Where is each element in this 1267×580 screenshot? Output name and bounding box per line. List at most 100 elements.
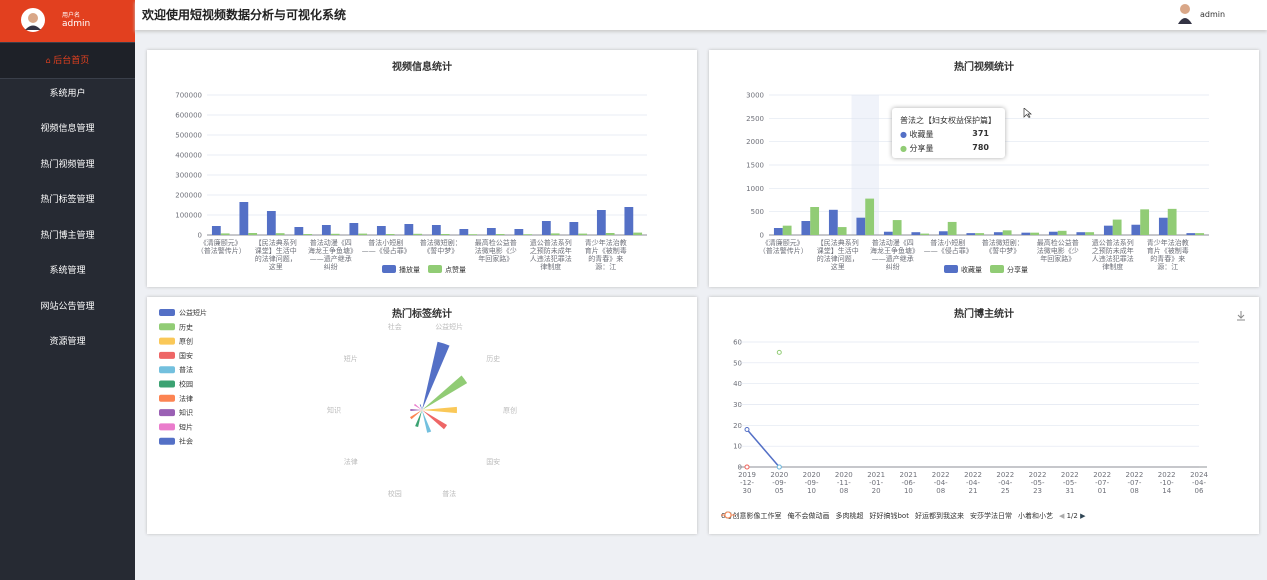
bar [1030, 232, 1040, 235]
bar [321, 225, 331, 235]
x-tick-label: 2022-10-14 [1157, 471, 1176, 495]
legend-page: 1/2 [1066, 512, 1078, 520]
menu-item[interactable]: ⌂ 后台首页 [0, 42, 135, 79]
rose-wedge [413, 403, 422, 410]
y-tick-label: 40 [733, 380, 742, 388]
y-tick-label: 100000 [175, 212, 202, 220]
legend-label[interactable]: 安莎学法日常 [969, 512, 1012, 520]
angle-label: 知识 [327, 406, 341, 415]
bar [892, 220, 902, 235]
legend-label[interactable]: 多肉桃超 [835, 512, 864, 520]
x-tick-label: 遗公普法系列之预防未成年人违法犯罪法律制度 [529, 239, 572, 271]
bar [541, 221, 551, 235]
x-tick-label: 2020-11-08 [834, 471, 853, 495]
legend-item[interactable]: 俺不会做动画 [721, 511, 830, 521]
legend-label[interactable]: 6号创意影像工作室 [721, 512, 782, 520]
legend-item[interactable]: 多肉桃超 [721, 511, 864, 521]
rose-wedge [415, 410, 422, 428]
x-tick-label: 2022-05-31 [1060, 471, 1079, 495]
bar [828, 209, 838, 235]
bar [303, 234, 313, 235]
legend-label[interactable]: 俺不会做动画 [787, 512, 830, 520]
bar [486, 228, 496, 235]
legend-label: 收藏量 [961, 265, 982, 274]
menu-item[interactable]: 系统用户 [49, 89, 86, 99]
bar [1131, 224, 1141, 235]
user-label: 用户名 [62, 12, 81, 19]
rose-wedge [422, 410, 448, 430]
bar [1186, 233, 1196, 235]
y-tick-label: 400000 [175, 152, 202, 160]
bar [801, 221, 811, 235]
rose-wedge [410, 408, 422, 412]
download-icon[interactable] [1237, 311, 1245, 321]
user-bar: 用户名 admin [0, 0, 135, 42]
bar [993, 232, 1003, 235]
legend-pager[interactable]: ◀ 1/2 ▶ [1058, 512, 1086, 520]
panel: 热门标签统计 公益短片 公益短片 历史 历史 原创 原创 国安 国安 普法 普法 校园 校园 法律 法律知… [147, 297, 697, 534]
legend-swatch [159, 380, 175, 388]
y-tick-label: 500000 [175, 132, 202, 140]
bar [468, 234, 478, 235]
tooltip-title: 普法之【妇女权益保护篇】 [900, 116, 996, 125]
legend-label: 法律 [179, 394, 193, 403]
x-tick-label: 《清廉颐元》（普法警传片） [758, 239, 807, 255]
bar [856, 217, 866, 235]
bar [550, 233, 560, 235]
y-tick-label: 500 [751, 208, 764, 216]
bar [211, 226, 221, 235]
header-user[interactable]: admin [1200, 10, 1226, 19]
legend-item[interactable]: 安莎学法日常 [721, 511, 1012, 521]
user-avatar[interactable] [1177, 2, 1193, 24]
legend-label: 播放量 [399, 265, 420, 274]
legend-label[interactable]: 好运都到我这来 [914, 512, 964, 520]
legend-label: 普法 [179, 365, 193, 374]
menu-item[interactable]: 系统管理 [49, 266, 86, 276]
legend-swatch [159, 409, 175, 417]
bar [358, 233, 368, 235]
panel: 视频信息统计 0 100000 200000 300000 400000 500000 60… [147, 50, 697, 287]
angle-label: 公益短片 [435, 322, 463, 331]
legend-label[interactable]: 好好搞钱bot [869, 512, 909, 520]
y-tick-label: 1500 [746, 162, 764, 170]
legend-swatch [990, 265, 1004, 273]
x-tick-label: 2022-04-21 [964, 471, 982, 495]
x-tick-label: 【民法典系列课堂】生活中的法律问题，这里 [816, 239, 859, 271]
x-tick-label: 2021-06-10 [899, 471, 918, 495]
legend-swatch [159, 423, 175, 431]
angle-label: 国安 [486, 457, 500, 466]
user-name: admin [62, 19, 91, 29]
menu-item[interactable]: 网站公告管理 [40, 302, 95, 312]
chart-title: 热门视频统计 [954, 60, 1014, 73]
chart-title: 视频信息统计 [392, 60, 452, 73]
legend-item[interactable]: 好好搞钱bot [721, 511, 909, 521]
y-tick-label: 0 [198, 232, 202, 240]
x-tick-label: 2020-09-10 [802, 471, 821, 495]
tooltip-row: ● 分享量 780 [900, 143, 989, 153]
menu-item[interactable]: 热门标签管理 [40, 195, 95, 205]
tooltip-series: 收藏量 [909, 130, 934, 139]
legend-swatch [159, 309, 175, 316]
menu-item[interactable]: 视频信息管理 [40, 124, 95, 134]
legend-item[interactable]: 好运都到我这来 [721, 511, 964, 521]
bar [404, 224, 414, 235]
point [776, 349, 782, 355]
bar [966, 233, 976, 235]
point [744, 427, 750, 432]
legend-item[interactable]: 小着和小艺 [721, 511, 1053, 521]
menu-label[interactable]: 后台首页 [53, 56, 90, 66]
legend-swatch [382, 265, 396, 273]
chart-title: 热门标签统计 [392, 307, 452, 320]
bar [837, 227, 847, 235]
menu-item[interactable]: 热门视频管理 [40, 160, 95, 170]
legend-icon [721, 511, 735, 519]
y-tick-label: 3000 [746, 92, 764, 100]
bar [975, 233, 985, 235]
legend-label[interactable]: 小着和小艺 [1017, 512, 1053, 520]
menu-item[interactable]: 资源管理 [49, 337, 86, 347]
legend-swatch [159, 366, 175, 374]
menu-item[interactable]: 热门博主管理 [40, 231, 95, 241]
bar [1002, 230, 1012, 235]
legend-label: 知识 [179, 408, 193, 417]
